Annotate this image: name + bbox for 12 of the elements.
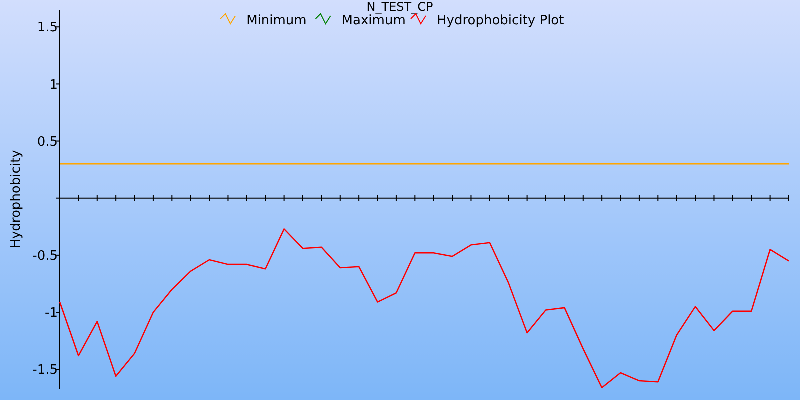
y-tick-label: 1.5	[37, 20, 58, 36]
y-tick-label: 1	[50, 78, 58, 93]
legend-label: Hydrophobicity Plot	[437, 14, 564, 29]
y-tick-label: -1	[45, 306, 58, 322]
legend-label: Maximum	[342, 14, 406, 29]
y-tick-label: -0.5	[32, 248, 58, 264]
line-series	[59, 228, 790, 389]
legend-label: Minimum	[246, 14, 307, 29]
y-tick-label: 0.5	[37, 134, 58, 150]
chart-title: N_TEST_CP	[366, 0, 434, 14]
y-tick-label: -1.5	[32, 363, 58, 378]
y-axis-title: Hydrophobicity	[9, 150, 24, 249]
